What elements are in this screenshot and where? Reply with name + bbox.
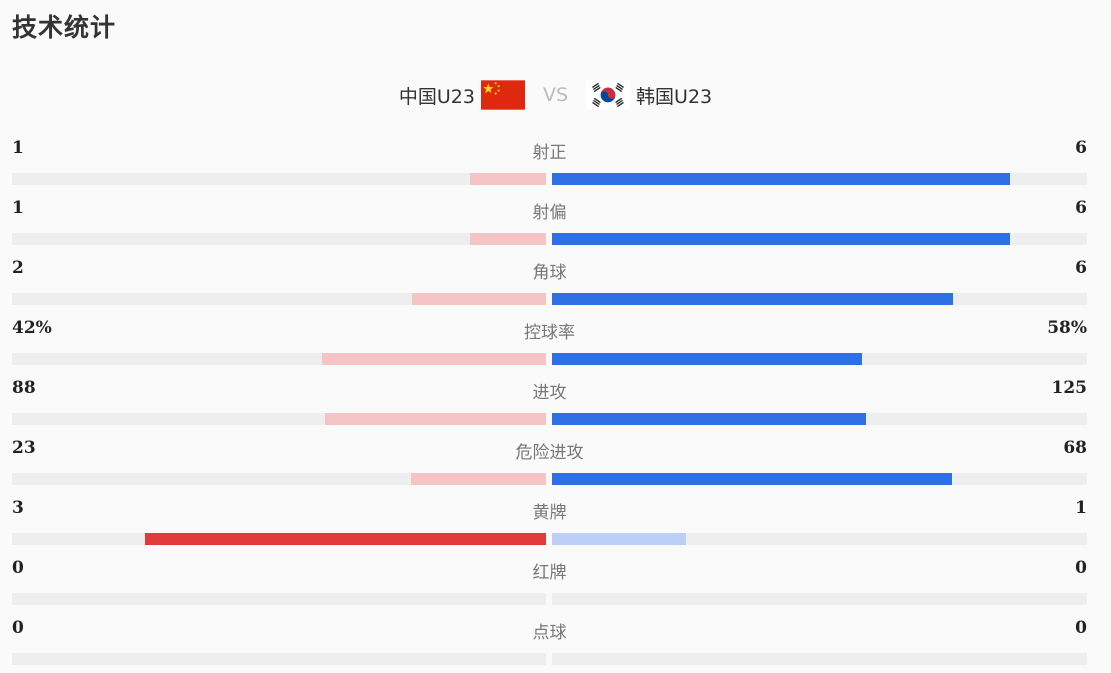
home-value: 1 <box>12 198 24 218</box>
stat-bars <box>12 353 1087 365</box>
home-bar-track <box>12 593 546 605</box>
home-bar-fill <box>470 233 546 245</box>
away-bar-fill <box>552 413 866 425</box>
home-value: 2 <box>12 258 24 278</box>
vs-label: VS <box>542 84 569 106</box>
page-title: 技术统计 <box>12 13 117 42</box>
away-value: 6 <box>1075 138 1087 158</box>
away-bar-track <box>552 173 1087 185</box>
stat-bars <box>12 293 1087 305</box>
stat-label: 射偏 <box>532 203 567 223</box>
stats-list: 1 射正 6 1 射偏 6 2 角球 6 42% 控球率 58% 88 进攻 125 23 危险进攻 68 3 黄牌 1… <box>12 135 1087 673</box>
stat-row: 1 射偏 6 <box>12 195 1087 255</box>
away-value: 125 <box>1051 378 1088 398</box>
home-bar-fill <box>325 413 546 425</box>
home-value: 88 <box>12 378 36 398</box>
away-value: 6 <box>1075 258 1087 278</box>
home-value: 23 <box>12 438 36 458</box>
away-team-name: 韩国U23 <box>636 85 713 108</box>
away-bar-track <box>552 533 1087 545</box>
home-bar-fill <box>470 173 546 185</box>
away-bar-track <box>552 413 1087 425</box>
home-bar-fill <box>412 293 546 305</box>
stat-row: 1 射正 6 <box>12 135 1087 195</box>
away-bar-fill <box>552 233 1010 245</box>
away-bar-track <box>552 233 1087 245</box>
china-flag-icon <box>480 80 525 110</box>
home-value: 1 <box>12 138 24 158</box>
away-bar-track <box>552 293 1087 305</box>
stat-bars <box>12 533 1087 545</box>
home-bar-track <box>12 533 546 545</box>
home-team-name: 中国U23 <box>398 85 475 108</box>
away-bar-fill <box>552 293 953 305</box>
stat-label: 射正 <box>532 143 567 163</box>
stat-label: 进攻 <box>532 383 567 403</box>
home-bar-fill <box>322 353 546 365</box>
away-value: 1 <box>1075 498 1087 518</box>
away-bar-track <box>552 653 1087 665</box>
stat-bars <box>12 413 1087 425</box>
stat-label: 角球 <box>532 263 567 283</box>
home-value: 42% <box>12 318 52 338</box>
stat-bars <box>12 653 1087 665</box>
away-value: 0 <box>1075 618 1087 638</box>
home-value: 0 <box>12 558 24 578</box>
home-bar-track <box>12 473 546 485</box>
home-bar-track <box>12 653 546 665</box>
stat-row: 88 进攻 125 <box>12 375 1087 435</box>
home-bar-track <box>12 353 546 365</box>
away-team: 韩国U23 <box>586 80 712 110</box>
away-value: 0 <box>1075 558 1087 578</box>
away-bar-fill <box>552 533 686 545</box>
stat-row: 23 危险进攻 68 <box>12 435 1087 495</box>
home-team: 中国U23 <box>399 80 525 110</box>
home-bar-track <box>12 413 546 425</box>
stat-label: 危险进攻 <box>515 443 584 463</box>
stat-row: 42% 控球率 58% <box>12 315 1087 375</box>
away-value: 6 <box>1075 198 1087 218</box>
away-bar-track <box>552 473 1087 485</box>
stat-row: 0 红牌 0 <box>12 555 1087 615</box>
korea-flag-icon <box>586 80 631 110</box>
stat-bars <box>12 473 1087 485</box>
home-value: 3 <box>12 498 24 518</box>
away-bar-fill <box>552 353 862 365</box>
stat-bars <box>12 173 1087 185</box>
home-bar-track <box>12 233 546 245</box>
stat-row: 0 点球 0 <box>12 615 1087 673</box>
away-bar-track <box>552 353 1087 365</box>
away-bar-track <box>552 593 1087 605</box>
home-value: 0 <box>12 618 24 638</box>
home-bar-track <box>12 293 546 305</box>
away-value: 68 <box>1063 438 1087 458</box>
stat-row: 3 黄牌 1 <box>12 495 1087 555</box>
away-bar-fill <box>552 473 952 485</box>
match-header: 中国U23 VS <box>0 77 1111 113</box>
away-bar-fill <box>552 173 1010 185</box>
stat-label: 控球率 <box>524 323 575 343</box>
stat-row: 2 角球 6 <box>12 255 1087 315</box>
away-value: 58% <box>1047 318 1087 338</box>
stat-bars <box>12 233 1087 245</box>
home-bar-fill <box>145 533 546 545</box>
home-bar-fill <box>411 473 546 485</box>
stat-label: 点球 <box>532 623 567 643</box>
home-bar-track <box>12 173 546 185</box>
stat-bars <box>12 593 1087 605</box>
stat-label: 黄牌 <box>532 503 567 523</box>
stat-label: 红牌 <box>532 563 567 583</box>
